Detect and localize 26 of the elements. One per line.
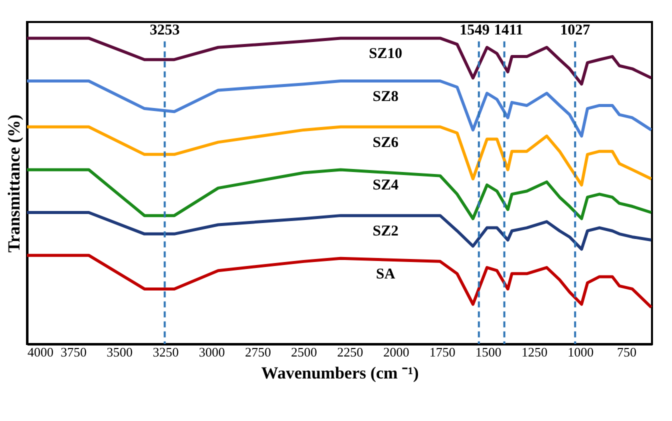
x-tick-label: 2750 — [244, 344, 271, 360]
x-tick-label: 1750 — [429, 344, 456, 360]
ref-line-label: 3253 — [150, 22, 180, 38]
x-tick-label: 3500 — [106, 344, 133, 360]
series-label: SZ6 — [372, 134, 400, 151]
series-label: SZ4 — [372, 178, 400, 194]
x-tick-label: 3000 — [198, 344, 225, 360]
series-label: SZ8 — [372, 89, 399, 106]
x-tick-label: 3250 — [152, 344, 179, 360]
x-tick-label: 1000 — [568, 344, 594, 360]
series-label: SA — [376, 266, 396, 282]
x-tick-label: 2500 — [291, 344, 318, 360]
ref-line-label: 1411 — [494, 22, 524, 38]
x-tick-label: 1250 — [522, 344, 548, 360]
x-axis-title: Wavenumbers (cm ⁻¹) — [261, 364, 419, 382]
series-label: SZ10 — [368, 46, 402, 62]
ref-line-label: 1549 — [460, 22, 490, 38]
series-label: SZ2 — [372, 224, 399, 240]
x-tick-label: 4000 — [28, 344, 54, 360]
x-tick-label: 2250 — [337, 344, 364, 360]
x-tick-label: 3750 — [60, 344, 87, 360]
x-tick-label: 750 — [616, 344, 636, 360]
x-tick-label: 1500 — [475, 344, 502, 360]
x-tick-label: 2000 — [383, 344, 410, 360]
ref-line-label: 1027 — [560, 22, 591, 38]
y-axis-title: Transmittance (%) — [4, 114, 24, 253]
